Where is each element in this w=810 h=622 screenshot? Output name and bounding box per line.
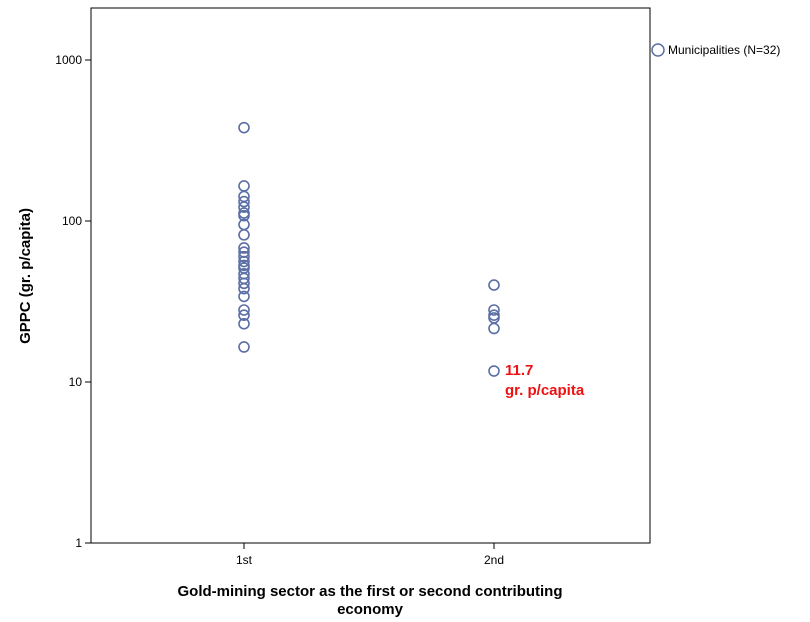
- data-point: [238, 242, 250, 254]
- data-point: [488, 279, 500, 291]
- annotation-unit: gr. p/capita: [505, 382, 585, 399]
- data-point: [488, 365, 500, 377]
- x-tick-label: 2nd: [484, 553, 504, 567]
- legend-marker: [651, 43, 665, 57]
- data-point: [238, 282, 250, 295]
- y-axis: 1 10 100 1000: [55, 53, 91, 550]
- y-tick-label: 100: [62, 214, 82, 228]
- legend: Municipalities (N=32): [651, 43, 780, 57]
- data-point: [238, 304, 250, 316]
- y-tick-label: 1000: [55, 53, 82, 67]
- data-point: [238, 229, 250, 241]
- x-axis-title-line1: Gold-mining sector as the first or secon…: [177, 583, 562, 600]
- data-point: [238, 277, 250, 290]
- x-axis-title-line2: economy: [337, 601, 404, 618]
- data-point: [238, 255, 250, 268]
- data-point: [238, 209, 250, 222]
- plot-frame: [90, 7, 651, 544]
- data-point: [238, 195, 250, 208]
- y-tick-label: 10: [69, 375, 83, 389]
- data-points: [238, 121, 500, 377]
- annotation-value: 11.7: [505, 362, 533, 379]
- data-point: [238, 201, 250, 213]
- data-point: [238, 180, 250, 192]
- data-point: [238, 250, 250, 263]
- y-tick-label: 1: [75, 536, 82, 550]
- data-point: [238, 317, 250, 330]
- annotation: 11.7 gr. p/capita: [505, 362, 585, 399]
- data-point: [238, 309, 250, 321]
- data-point: [488, 322, 500, 335]
- x-tick-label: 1st: [236, 553, 253, 567]
- legend-label: Municipalities (N=32): [668, 43, 780, 57]
- y-axis-title: GPPC (gr. p/capita): [17, 208, 34, 344]
- data-point: [488, 304, 500, 316]
- x-axis: 1st 2nd: [236, 543, 504, 567]
- data-point: [238, 290, 250, 303]
- data-point: [238, 121, 250, 134]
- data-point: [238, 341, 250, 353]
